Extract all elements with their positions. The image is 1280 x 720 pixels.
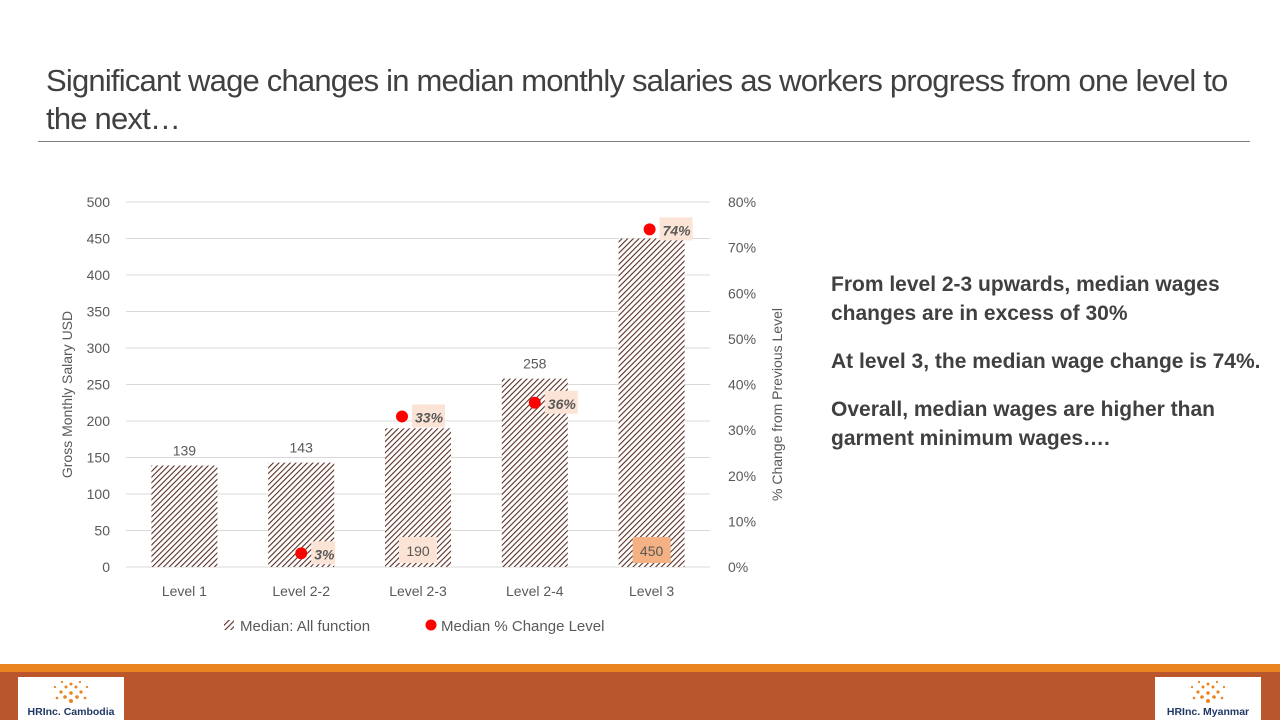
point-data-label: 36% <box>548 396 577 412</box>
bar-median-5 <box>618 238 685 567</box>
bar-label-box <box>632 537 671 563</box>
y-tick-label: 300 <box>87 340 111 356</box>
y2-tick-label: 20% <box>728 468 756 484</box>
footer-band <box>0 672 1280 720</box>
y2-tick-label: 30% <box>728 422 756 438</box>
y2-tick-label: 60% <box>728 285 756 301</box>
x-tick-label: Level 2-4 <box>506 583 564 599</box>
point-data-label: 74% <box>663 222 692 238</box>
bar-median-1 <box>151 465 218 567</box>
logo-brand-text: HRInc. Cambodia <box>27 706 115 718</box>
finding-1: From level 2-3 upwards, median wages cha… <box>831 273 1220 325</box>
sunburst-icon <box>1190 680 1226 703</box>
combo-chart: 0 50 100 150 200 250 300 350 400 450 500 0% 10% 20% 30… <box>59 194 785 635</box>
y2-tick-label: 50% <box>728 331 756 347</box>
point-label-box <box>412 404 445 428</box>
y-tick-label: 250 <box>87 377 111 393</box>
legend-swatch-bars <box>224 620 234 630</box>
point-data-label: 33% <box>415 409 444 425</box>
y2-tick-label: 70% <box>728 240 756 256</box>
pct-change-point-3 <box>396 410 408 423</box>
bar-data-label: 143 <box>290 440 314 456</box>
y2-tick-label: 0% <box>728 559 748 575</box>
hrinc-myanmar-logo: HRInc. Myanmar <box>1155 677 1261 720</box>
bar-label-box <box>399 537 437 563</box>
bar-data-label: 139 <box>173 443 197 459</box>
page-title: Significant wage changes in median month… <box>46 63 1228 136</box>
pct-change-point-4 <box>528 396 541 409</box>
point-label-box <box>311 541 336 565</box>
x-tick-label: Level 2-2 <box>272 583 330 599</box>
title-divider <box>38 141 1250 142</box>
point-data-label: 3% <box>314 546 335 562</box>
y-tick-label: 200 <box>87 413 111 429</box>
y-tick-label: 50 <box>94 523 110 539</box>
hrinc-cambodia-logo: HRInc. Cambodia <box>18 677 124 720</box>
y-tick-label: 0 <box>102 559 110 575</box>
x-tick-label: Level 2-3 <box>389 583 447 599</box>
legend-label-bars: Median: All function <box>240 618 370 635</box>
x-tick-label: Level 3 <box>629 583 674 599</box>
legend-label-points: Median % Change Level <box>441 618 604 635</box>
bar-data-label: 190 <box>406 543 430 559</box>
y2-axis-title: % Change from Previous Level <box>769 308 785 501</box>
y-axis-title: Gross Monthly Salary USD <box>59 311 75 478</box>
finding-3: Overall, median wages are higher than ga… <box>831 398 1215 450</box>
logo-brand-text: HRInc. Myanmar <box>1166 706 1250 718</box>
footer-accent-line <box>0 664 1280 672</box>
point-label-box <box>544 390 578 414</box>
key-findings: From level 2-3 upwards, median wages cha… <box>831 270 1261 472</box>
pct-change-point-2 <box>295 547 308 560</box>
y-tick-label: 400 <box>87 267 111 283</box>
x-tick-label: Level 1 <box>162 583 207 599</box>
bar-data-label: 258 <box>523 356 547 372</box>
y2-tick-label: 10% <box>728 513 756 529</box>
y-tick-label: 450 <box>87 231 111 247</box>
y-tick-label: 100 <box>87 486 111 502</box>
finding-2: At level 3, the median wage change is 74… <box>831 350 1261 373</box>
y-tick-label: 150 <box>87 450 111 466</box>
bar-data-label: 450 <box>640 543 664 559</box>
y-tick-label: 500 <box>87 194 111 210</box>
sunburst-icon <box>53 680 89 703</box>
legend-swatch-points <box>425 619 437 631</box>
pct-change-point-5 <box>643 223 656 236</box>
point-label-box <box>659 217 693 241</box>
y-tick-label: 350 <box>87 304 111 320</box>
y2-tick-label: 80% <box>728 194 756 210</box>
y2-tick-label: 40% <box>728 377 756 393</box>
